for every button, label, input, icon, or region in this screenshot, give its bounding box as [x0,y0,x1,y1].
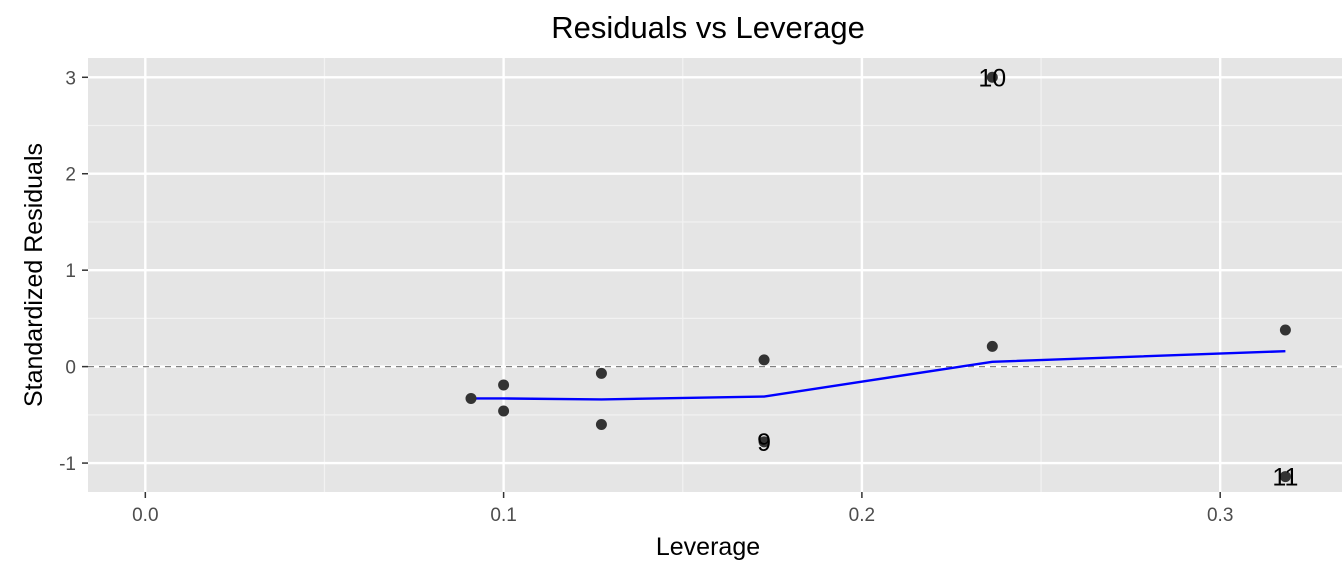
data-point [758,436,770,448]
x-tick-label: 0.3 [1207,505,1233,526]
y-tick-label: 0 [65,358,76,379]
data-point [595,418,607,430]
x-tick-label: 0.2 [849,505,875,526]
smooth-line-group [471,349,1286,401]
data-point [1279,471,1291,483]
data-point [986,340,998,352]
y-tick-label: -1 [59,454,76,475]
data-point [595,367,607,379]
x-axis: 0.0 0.1 0.2 0.3 [132,492,1233,526]
x-tick-label: 0.0 [132,505,158,526]
chart-title: Residuals vs Leverage [551,10,865,45]
grid-minor [88,58,1342,492]
y-tick-label: 1 [65,261,76,282]
y-axis-title: Standardized Residuals [20,143,48,407]
points-group [465,71,1291,483]
point-label: 11 [1272,464,1298,492]
data-point [498,379,510,391]
y-tick-label: 2 [65,165,76,186]
data-point [465,392,477,404]
data-point [986,71,998,83]
point-label: 9 [757,429,771,457]
point-label: 10 [978,64,1006,92]
x-axis-title: Leverage [656,533,760,561]
y-axis: -1 0 1 2 3 [59,68,88,475]
smooth-line [471,349,1286,401]
plot-panel [88,58,1342,492]
y-tick-label: 3 [65,68,76,89]
x-tick-label: 0.1 [490,505,516,526]
data-point [1279,324,1291,336]
point-labels-group: 9 10 11 [757,64,1298,491]
data-point [758,354,770,366]
data-point [498,405,510,417]
